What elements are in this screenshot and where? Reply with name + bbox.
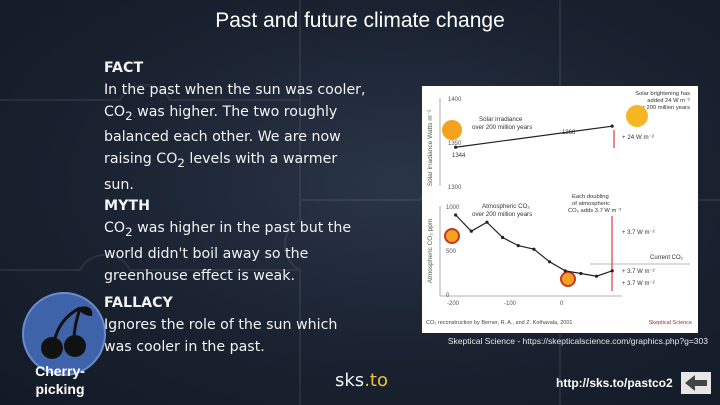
co2-forcing-2: + 3.7 W m⁻² — [622, 269, 655, 275]
arrow-left-icon — [681, 372, 711, 394]
co2-forcing-1: + 3.7 W m⁻² — [622, 230, 655, 236]
co2-annot-right-2: of atmospheric — [572, 201, 610, 207]
co2-xtick-0: 0 — [560, 301, 564, 307]
co2-point — [610, 269, 614, 273]
co2-xtick-100: -100 — [504, 301, 517, 307]
fact-text-1: In the past when the sun was cooler, CO — [104, 81, 366, 120]
figure-credit: CO₂ reconstruction by Berner, R. A., and… — [426, 320, 572, 326]
fact-text-3: levels with a warmer sun. — [104, 151, 338, 193]
logo-text-sks: sks — [335, 370, 365, 391]
fact-heading: FACT — [104, 60, 144, 76]
cherry-picking-label: Cherry- picking — [16, 362, 104, 398]
fact-subscript-1: 2 — [125, 108, 133, 123]
sun-icon-now — [626, 105, 648, 127]
co2-annot-left-1: Atmospheric CO₂ — [482, 203, 530, 210]
solar-point — [610, 124, 614, 128]
solar-value-end: 1368 — [562, 130, 576, 136]
cherry-label-line-2: picking — [35, 381, 85, 397]
myth-text-2: was higher in the past but the world did… — [104, 220, 352, 284]
co2-line — [455, 214, 613, 277]
fallacy-heading: FALLACY — [104, 295, 173, 312]
climate-chart: Solar irradiance Watts m⁻² 1400 1350 130… — [426, 91, 692, 326]
solar-line — [455, 125, 613, 148]
solar-annot-left-2: over 200 million years — [472, 124, 532, 131]
fallacy-body: Ignores the role of the sun which was co… — [104, 317, 338, 356]
co2-y-label: Atmospheric CO₂ ppm — [427, 219, 434, 284]
solar-annot-right-2: added 24 W m⁻² — [647, 98, 690, 104]
co2-annot-right-3: CO₂ adds 3.7 W m⁻² — [568, 208, 621, 214]
sun-icon-past — [442, 120, 462, 140]
co2-sun-icon-now — [560, 271, 576, 287]
text-column: FACT In the past when the sun was cooler… — [104, 58, 369, 359]
solar-tick-1300: 1300 — [448, 185, 462, 191]
image-caption: Skeptical Science - https://skepticalsci… — [447, 336, 708, 346]
logo-text-to: .to — [364, 370, 388, 391]
co2-point — [563, 269, 567, 273]
fact-text-2: was higher. The two roughly balanced eac… — [104, 103, 341, 168]
solar-annot-right-1: Solar brightening has — [635, 91, 690, 97]
figure-brand: Skeptical Science — [649, 320, 692, 326]
co2-tick-0: 0 — [446, 293, 450, 299]
co2-point — [485, 220, 489, 224]
co2-point — [594, 274, 599, 278]
co2-series — [454, 213, 614, 278]
solar-annot-left-1: Solar irradiance — [479, 116, 523, 123]
co2-forcing-3: + 3.7 W m⁻² — [622, 281, 655, 287]
current-co2-label: Current CO₂ — [650, 255, 684, 261]
myth-subscript: 2 — [125, 225, 133, 240]
source-link[interactable]: http://sks.to/pastco2 — [556, 376, 673, 390]
co2-point — [547, 260, 552, 264]
co2-xtick-200: -200 — [447, 301, 460, 307]
co2-point — [516, 244, 520, 248]
sks-logo: sks.to — [335, 370, 388, 391]
climate-figure: Solar irradiance Watts m⁻² 1400 1350 130… — [422, 86, 698, 333]
myth-text-1: CO — [104, 220, 126, 237]
co2-tick-500: 500 — [446, 249, 457, 255]
myth-body: CO2 was higher in the past but the world… — [104, 218, 369, 287]
co2-point — [532, 247, 536, 251]
co2-sun-icon-past — [444, 228, 460, 244]
solar-delta-label: + 24 W m⁻² — [622, 134, 654, 141]
co2-point — [501, 235, 505, 240]
solar-annot-right-3: over 200 million years — [634, 105, 690, 111]
co2-annot-right-1: Each doubling — [572, 194, 609, 200]
solar-y-label: Solar irradiance Watts m⁻² — [427, 109, 434, 186]
myth-heading: MYTH — [104, 198, 150, 215]
solar-point — [454, 145, 458, 149]
back-arrow-button[interactable] — [681, 372, 711, 394]
cherry-label-line-1: Cherry- — [35, 363, 85, 379]
solar-series — [454, 124, 614, 149]
slide-title: Past and future climate change — [215, 9, 505, 32]
cherry-picking-badge — [22, 292, 106, 376]
fact-body: In the past when the sun was cooler, CO2… — [104, 80, 369, 197]
fact-subscript-2: 2 — [177, 155, 185, 170]
solar-value-start: 1344 — [452, 153, 466, 159]
co2-point — [454, 213, 458, 217]
co2-annot-left-2: over 200 million years — [472, 211, 532, 218]
cherry-icon — [41, 306, 93, 359]
co2-point — [579, 271, 583, 276]
co2-point — [469, 229, 473, 233]
co2-tick-1000: 1000 — [446, 205, 460, 211]
solar-tick-1350: 1350 — [448, 141, 462, 147]
solar-tick-1400: 1400 — [448, 97, 462, 103]
